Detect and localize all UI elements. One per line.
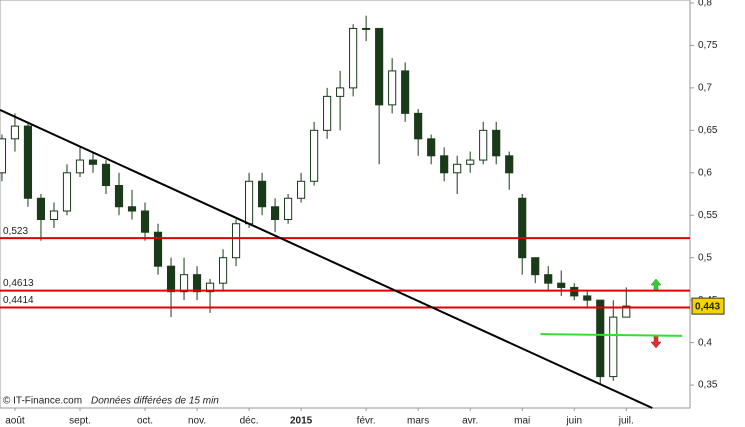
y-tick-label: 0,35 (698, 380, 718, 391)
candle-body (271, 206, 280, 220)
candle-body (323, 95, 332, 131)
candle-body (531, 257, 540, 276)
level-label: 0,523 (3, 226, 28, 237)
candle-body (0, 138, 7, 174)
candle-body (218, 257, 228, 284)
candle-body (36, 197, 46, 220)
candle-body (297, 180, 306, 199)
level-label: 0,4414 (3, 295, 34, 306)
candle-body (179, 274, 189, 293)
x-tick-label: juil. (618, 416, 634, 427)
x-tick-label: nov. (188, 416, 206, 427)
candle-body (479, 129, 488, 161)
y-tick-label: 0,8 (698, 0, 712, 9)
candle-body (62, 172, 72, 212)
footer: © IT-Finance.com (3, 396, 82, 407)
level-label: 0,4613 (3, 278, 34, 289)
x-tick-label: mai (514, 416, 530, 427)
last-price-box (691, 297, 725, 315)
x-tick-label: avr. (462, 416, 478, 427)
candle-body (166, 265, 176, 293)
y-tick-label: 0,6 (698, 167, 712, 178)
x-tick-label: août (5, 416, 25, 427)
candle-body (310, 129, 319, 182)
x-tick-label: oct. (137, 416, 153, 427)
candle-body (101, 163, 111, 187)
candle-body (414, 112, 423, 140)
candle-body (375, 27, 384, 106)
x-tick-label: mars (407, 416, 429, 427)
candle-body (570, 286, 579, 297)
candle-body (140, 210, 150, 233)
candle-body (192, 274, 202, 293)
x-tick-label: déc. (240, 416, 259, 427)
candle-body (583, 295, 592, 301)
y-tick-label: 0,55 (698, 210, 718, 221)
candle-body (388, 70, 397, 106)
candle-body (362, 27, 371, 30)
y-tick-label: 0,65 (698, 125, 718, 136)
trend-line (0, 109, 653, 409)
y-tick-label: 0,4 (698, 337, 712, 348)
candle-body (505, 155, 514, 174)
candle-body (492, 129, 501, 157)
candle-body (349, 27, 358, 89)
up-arrow (650, 278, 662, 292)
candle-body (49, 210, 59, 220)
y-tick-label: 0,5 (698, 252, 712, 263)
plot-area (0, 0, 691, 409)
candle-body (596, 299, 605, 378)
candle-body (75, 159, 85, 174)
candle-body (23, 125, 33, 199)
candle-body (205, 282, 215, 293)
candle-body (609, 316, 618, 378)
candle-body (466, 159, 475, 165)
candle-body (622, 305, 631, 318)
x-tick-label: sept. (69, 416, 91, 427)
candle-body (557, 282, 566, 288)
candle-body (401, 70, 410, 114)
candle-body (231, 223, 241, 259)
down-arrow (650, 335, 662, 349)
candle-body (336, 87, 345, 97)
candle-body (153, 231, 163, 267)
y-tick-label: 0,7 (698, 83, 712, 94)
footer-note: Données différées de 15 min (91, 396, 219, 407)
x-tick-label: juin (565, 416, 582, 427)
candle-body (10, 125, 20, 140)
candle-body (440, 155, 449, 174)
candle-body (114, 185, 124, 208)
candle-body (518, 197, 527, 259)
x-tick-label: 2015 (290, 416, 313, 427)
candle-body (258, 180, 267, 208)
candle-body (284, 197, 293, 220)
candle-body (127, 206, 137, 212)
x-tick-label: févr. (357, 416, 376, 427)
trend-line (540, 333, 683, 337)
candle-body (88, 159, 98, 165)
candle-body (427, 138, 436, 157)
y-tick-label: 0,75 (698, 40, 718, 51)
candle-body (244, 180, 254, 225)
candle-body (453, 163, 462, 174)
candle-body (544, 274, 553, 284)
last-price-label: 0,443 (695, 302, 720, 313)
